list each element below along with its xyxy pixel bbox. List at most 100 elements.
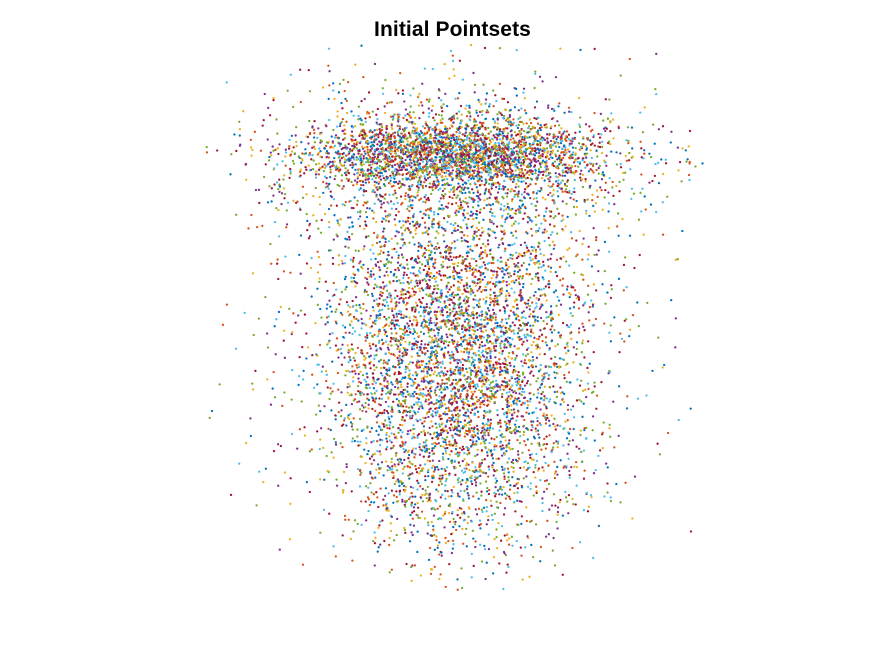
cloud-point xyxy=(446,310,449,314)
cloud-point xyxy=(515,354,518,357)
cloud-point xyxy=(408,164,411,167)
cloud-point xyxy=(417,183,420,186)
cloud-point xyxy=(567,371,571,374)
cloud-point xyxy=(472,257,476,261)
cloud-point xyxy=(546,258,550,261)
cloud-point xyxy=(390,319,394,322)
cloud-point xyxy=(453,270,457,273)
cloud-point xyxy=(276,443,280,446)
cloud-point xyxy=(506,132,510,135)
cloud-point xyxy=(508,351,511,355)
cloud-point xyxy=(384,184,387,188)
cloud-point xyxy=(350,402,354,406)
cloud-point xyxy=(607,202,611,205)
cloud-point xyxy=(459,480,462,483)
cloud-point xyxy=(460,344,463,348)
cloud-point xyxy=(493,334,496,337)
cloud-point xyxy=(329,428,332,432)
cloud-point xyxy=(362,154,365,158)
cloud-point xyxy=(408,121,411,124)
cloud-point xyxy=(563,130,566,133)
cloud-point xyxy=(422,289,425,292)
cloud-point xyxy=(401,395,405,398)
cloud-point xyxy=(419,305,422,308)
cloud-point xyxy=(415,471,419,474)
cloud-point xyxy=(578,541,582,544)
cloud-point xyxy=(515,87,518,91)
cloud-point xyxy=(375,468,378,471)
cloud-point xyxy=(450,389,453,393)
cloud-point xyxy=(467,494,470,497)
cloud-point xyxy=(437,287,440,291)
cloud-point xyxy=(541,80,544,83)
cloud-point xyxy=(435,340,439,343)
cloud-point xyxy=(363,448,366,451)
cloud-point xyxy=(588,319,591,322)
cloud-point xyxy=(515,403,519,406)
cloud-point xyxy=(485,429,488,432)
cloud-point xyxy=(449,49,453,53)
cloud-point xyxy=(447,328,451,331)
cloud-point xyxy=(364,500,367,503)
cloud-point xyxy=(492,117,495,121)
cloud-point xyxy=(519,116,522,119)
cloud-point xyxy=(500,203,503,206)
cloud-point xyxy=(261,124,264,127)
cloud-point xyxy=(399,428,402,432)
cloud-point xyxy=(299,170,302,173)
cloud-point xyxy=(355,156,358,159)
cloud-point xyxy=(557,440,560,443)
cloud-point xyxy=(520,107,523,110)
cloud-point xyxy=(374,409,377,413)
cloud-point xyxy=(595,394,599,397)
cloud-point xyxy=(470,135,473,138)
cloud-point xyxy=(325,176,328,180)
cloud-point xyxy=(468,267,472,270)
cloud-point xyxy=(494,149,498,153)
cloud-point xyxy=(427,410,431,414)
cloud-point xyxy=(539,148,542,151)
cloud-point xyxy=(272,96,275,100)
cloud-point xyxy=(606,117,610,120)
cloud-point xyxy=(522,433,525,437)
cloud-point xyxy=(456,273,459,276)
cloud-point xyxy=(435,539,438,542)
cloud-point xyxy=(578,447,581,450)
cloud-point xyxy=(437,483,440,487)
cloud-point xyxy=(438,270,441,273)
cloud-point xyxy=(427,331,430,334)
cloud-point xyxy=(367,161,371,164)
cloud-point xyxy=(541,293,544,297)
cloud-point xyxy=(404,108,408,111)
cloud-point xyxy=(427,196,430,200)
cloud-point xyxy=(412,524,416,527)
cloud-point xyxy=(315,163,318,166)
cloud-point xyxy=(583,356,586,359)
cloud-point xyxy=(394,223,397,227)
cloud-point xyxy=(583,329,586,332)
cloud-point xyxy=(459,371,462,374)
cloud-point xyxy=(499,366,502,369)
cloud-point xyxy=(681,147,684,150)
cloud-point xyxy=(433,334,436,337)
cloud-point xyxy=(431,437,434,440)
cloud-point xyxy=(382,359,386,362)
cloud-point xyxy=(562,171,565,174)
cloud-point xyxy=(506,336,509,339)
cloud-point xyxy=(636,397,640,400)
cloud-point xyxy=(503,273,506,276)
cloud-point xyxy=(479,252,483,256)
cloud-point xyxy=(399,195,403,198)
cloud-point xyxy=(430,321,433,325)
cloud-point xyxy=(688,178,691,182)
cloud-point xyxy=(349,358,352,362)
cloud-point xyxy=(365,134,369,138)
cloud-point xyxy=(351,380,355,383)
cloud-point xyxy=(334,174,337,178)
cloud-point xyxy=(532,393,535,396)
cloud-point xyxy=(552,193,555,196)
cloud-point xyxy=(443,410,447,414)
cloud-point xyxy=(453,74,456,77)
cloud-point xyxy=(440,386,443,389)
cloud-point xyxy=(530,424,534,427)
